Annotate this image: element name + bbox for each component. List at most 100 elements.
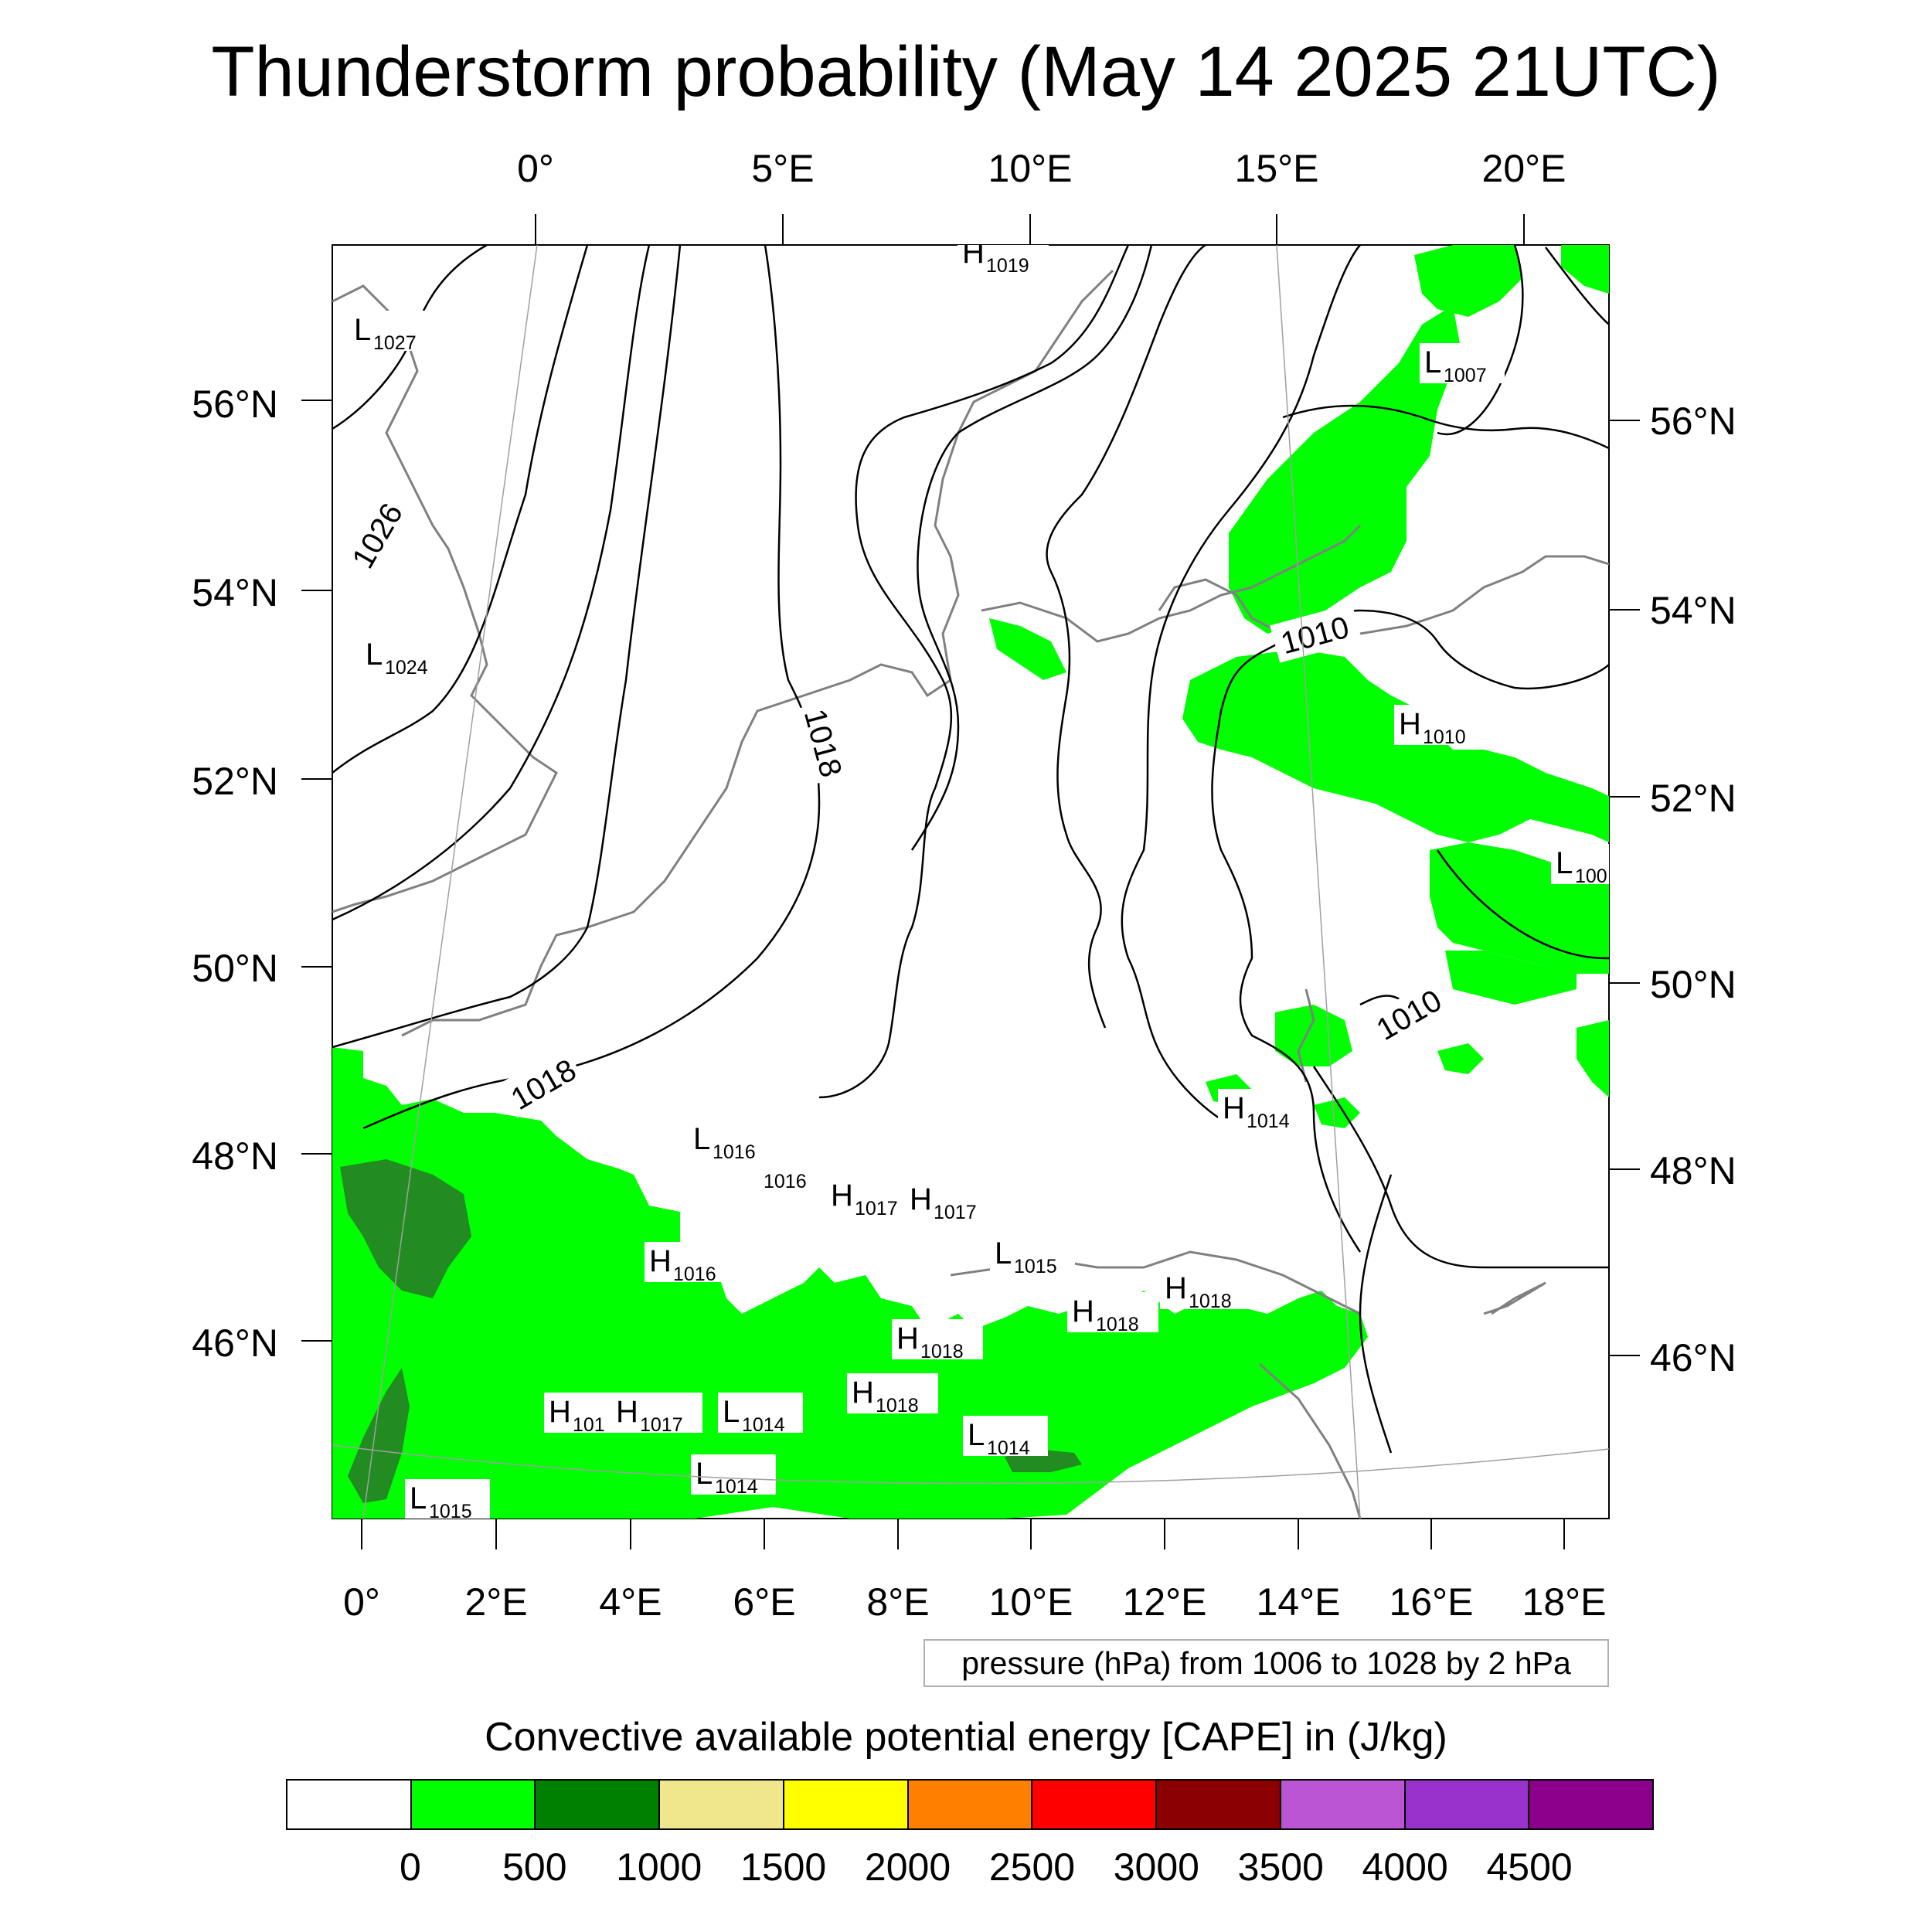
- colorbar-tick-label: 2500: [988, 1845, 1076, 1889]
- colorbar-swatch: [1281, 1781, 1406, 1828]
- top-lon-label: 20°E: [1481, 147, 1566, 190]
- pressure-center-value: 1014: [987, 1437, 1030, 1459]
- left-lat-label: 48°N: [192, 1134, 278, 1178]
- left-lat-label: 56°N: [192, 383, 278, 426]
- bottom-lon-label: 4°E: [599, 1580, 662, 1624]
- left-lat-label: 54°N: [192, 571, 278, 614]
- pressure-center-type: H: [1399, 707, 1421, 741]
- left-lat-label: 52°N: [192, 760, 278, 803]
- colorbar-swatch: [1032, 1781, 1158, 1828]
- colorbar-tick-label: 1500: [740, 1845, 827, 1889]
- colorbar-swatch: [908, 1781, 1033, 1828]
- pressure-center-value: 1014: [742, 1414, 785, 1436]
- graticule: [332, 245, 1609, 1519]
- pressure-center-type: H: [831, 1179, 853, 1213]
- pressure-center-type: L: [693, 1122, 710, 1156]
- pressure-center-value: 100: [1575, 866, 1607, 887]
- pressure-center-type: H: [910, 1182, 932, 1216]
- top-lon-label: 15°E: [1234, 147, 1319, 190]
- pressure-center-value: 1017: [640, 1414, 683, 1436]
- pressure-center-value: 1015: [429, 1501, 472, 1522]
- bottom-lon-label: 6°E: [733, 1580, 796, 1624]
- bottom-lon-label: 0°: [343, 1580, 380, 1624]
- top-lon-label: 0°: [517, 147, 554, 190]
- pressure-center-type: L: [968, 1418, 985, 1452]
- colorbar: [286, 1779, 1654, 1830]
- pressure-center-type: L: [995, 1236, 1012, 1270]
- bottom-lon-label: 18°E: [1522, 1580, 1607, 1624]
- top-lon-label: 5°E: [751, 147, 815, 190]
- colorbar-swatch: [411, 1781, 536, 1828]
- colorbar-swatch: [287, 1781, 412, 1828]
- bottom-lon-label: 12°E: [1122, 1580, 1207, 1624]
- pressure-center-type: H: [1072, 1294, 1094, 1328]
- pressure-center-value: 1016: [673, 1264, 716, 1285]
- pressure-center-value: 101: [573, 1414, 605, 1436]
- pressure-center-type: L: [366, 638, 383, 672]
- colorbar-tick-label: 4500: [1486, 1845, 1573, 1889]
- pressure-center-value: 1018: [920, 1341, 964, 1362]
- isobars: [332, 245, 1609, 1454]
- right-lat-label: 54°N: [1650, 589, 1736, 632]
- isobar-labels: 1026 1018 1018 1010 1010: [345, 488, 1461, 1118]
- pressure-center-type: H: [616, 1395, 638, 1429]
- colorbar-title: Convective available potential energy [C…: [485, 1715, 1447, 1760]
- pressure-note: pressure (hPa) from 1006 to 1028 by 2 hP…: [923, 1639, 1609, 1687]
- colorbar-swatch: [1405, 1781, 1530, 1828]
- pressure-center-type: H: [896, 1321, 919, 1355]
- pressure-center-type: H: [549, 1395, 571, 1429]
- pressure-center-type: H: [962, 236, 985, 270]
- bottom-lon-label: 2°E: [464, 1580, 528, 1624]
- bottom-lon-label: 8°E: [866, 1580, 930, 1624]
- pressure-center-value: 1027: [373, 332, 417, 354]
- pressure-center-value: 1007: [1444, 365, 1487, 386]
- pressure-center-value: 1024: [385, 657, 428, 679]
- pressure-center-type: H: [1165, 1271, 1187, 1305]
- pressure-center-type: L: [354, 313, 371, 347]
- colorbar-swatch: [536, 1781, 661, 1828]
- pressure-center-value: 1010: [1423, 726, 1466, 748]
- right-lat-label: 46°N: [1650, 1336, 1736, 1379]
- pressure-center-value: 1019: [986, 255, 1029, 277]
- pressure-center-value: 1018: [876, 1395, 919, 1417]
- pressure-center-value: 1016: [713, 1141, 756, 1163]
- bottom-lon-label: 14°E: [1256, 1580, 1341, 1624]
- right-lat-label: 56°N: [1650, 400, 1736, 443]
- pressure-center-value: 1015: [1014, 1256, 1057, 1277]
- colorbar-tick-label: 3500: [1237, 1845, 1324, 1889]
- pressure-center-type: L: [410, 1481, 427, 1515]
- pressure-center-type: L: [1556, 846, 1573, 880]
- pressure-center-type: H: [1223, 1091, 1245, 1125]
- colorbar-swatch: [784, 1781, 909, 1828]
- colorbar-tick-label: 0: [400, 1845, 421, 1889]
- pressure-center-type: L: [1424, 345, 1441, 379]
- colorbar-tick-label: 2000: [864, 1845, 951, 1889]
- colorbar-labels: 0 500 1000 1500 2000 2500 3000 3500 4000 4500: [0, 1844, 1932, 1898]
- left-lat-label: 50°N: [192, 947, 278, 990]
- colorbar-tick-label: 4000: [1362, 1845, 1448, 1889]
- colorbar-swatch: [1157, 1781, 1281, 1828]
- pressure-center-value: 1018: [1096, 1314, 1139, 1335]
- top-lon-label: 10°E: [988, 147, 1073, 190]
- right-lat-label: 52°N: [1650, 777, 1736, 820]
- pressure-center-value: 1018: [1189, 1291, 1232, 1312]
- bottom-lon-label: 16°E: [1389, 1580, 1474, 1624]
- colorbar-swatch: [660, 1781, 784, 1828]
- right-lat-label: 50°N: [1650, 963, 1736, 1006]
- colorbar-swatch: [1529, 1781, 1653, 1828]
- bottom-lon-label: 10°E: [988, 1580, 1073, 1624]
- map-title: Thunderstorm probability (May 14 2025 21…: [211, 32, 1721, 111]
- tick-marks: [301, 214, 1640, 1549]
- pressure-centers: H 1019 L 1027 L 1024 L 1007 H 1010 L 100 H 1014…: [349, 236, 1609, 1522]
- pressure-center-type: H: [649, 1244, 672, 1278]
- pressure-center-value: 1016: [764, 1171, 807, 1192]
- pressure-center-type: L: [723, 1395, 740, 1429]
- right-lat-label: 48°N: [1650, 1149, 1736, 1192]
- pressure-center-value: 1017: [934, 1202, 977, 1223]
- pressure-center-type: H: [852, 1376, 874, 1410]
- left-lat-label: 46°N: [192, 1321, 278, 1365]
- colorbar-tick-label: 3000: [1113, 1845, 1199, 1889]
- colorbar-tick-label: 500: [502, 1845, 567, 1889]
- pressure-center-value: 1014: [1247, 1111, 1290, 1132]
